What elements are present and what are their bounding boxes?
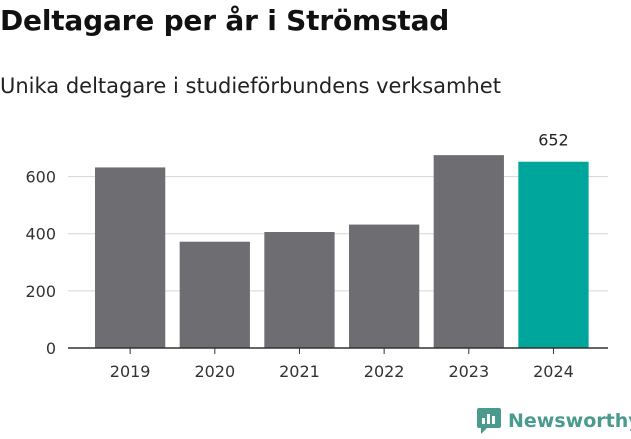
x-tick-label: 2024 [533, 362, 574, 381]
bar-2020 [179, 241, 250, 348]
chart-title: Deltagare per år i Strömstad [0, 4, 450, 37]
x-tick-labels: 2019 2020 2021 2022 2023 2024 [110, 362, 574, 381]
x-axis [68, 347, 608, 354]
y-tick-label: 600 [25, 168, 56, 187]
x-tick-label: 2019 [110, 362, 151, 381]
data-labels: 652 [538, 131, 569, 150]
brand-logo: Newsworthy [476, 406, 631, 436]
bar-chart: 0 200 400 600 2019 2020 2021 2022 2023 2024 652 [25, 131, 608, 381]
chart-subtitle: Unika deltagare i studieförbundens verks… [0, 74, 501, 98]
x-tick-label: 2021 [279, 362, 320, 381]
bar-2024 [518, 161, 589, 348]
y-tick-labels: 0 200 400 600 [25, 168, 56, 358]
x-tick-label: 2020 [194, 362, 235, 381]
y-tick-label: 200 [25, 282, 56, 301]
newsworthy-logo-icon [477, 408, 501, 434]
x-tick-label: 2023 [448, 362, 489, 381]
x-tick-label: 2022 [364, 362, 405, 381]
y-tick-label: 400 [25, 225, 56, 244]
bars [95, 155, 589, 348]
bar-2023 [433, 155, 504, 348]
y-tick-label: 0 [46, 339, 56, 358]
brand-name: Newsworthy [508, 410, 631, 432]
data-label: 652 [538, 131, 569, 150]
bar-2022 [349, 224, 420, 348]
bar-2019 [95, 167, 166, 348]
bar-2021 [264, 232, 335, 348]
